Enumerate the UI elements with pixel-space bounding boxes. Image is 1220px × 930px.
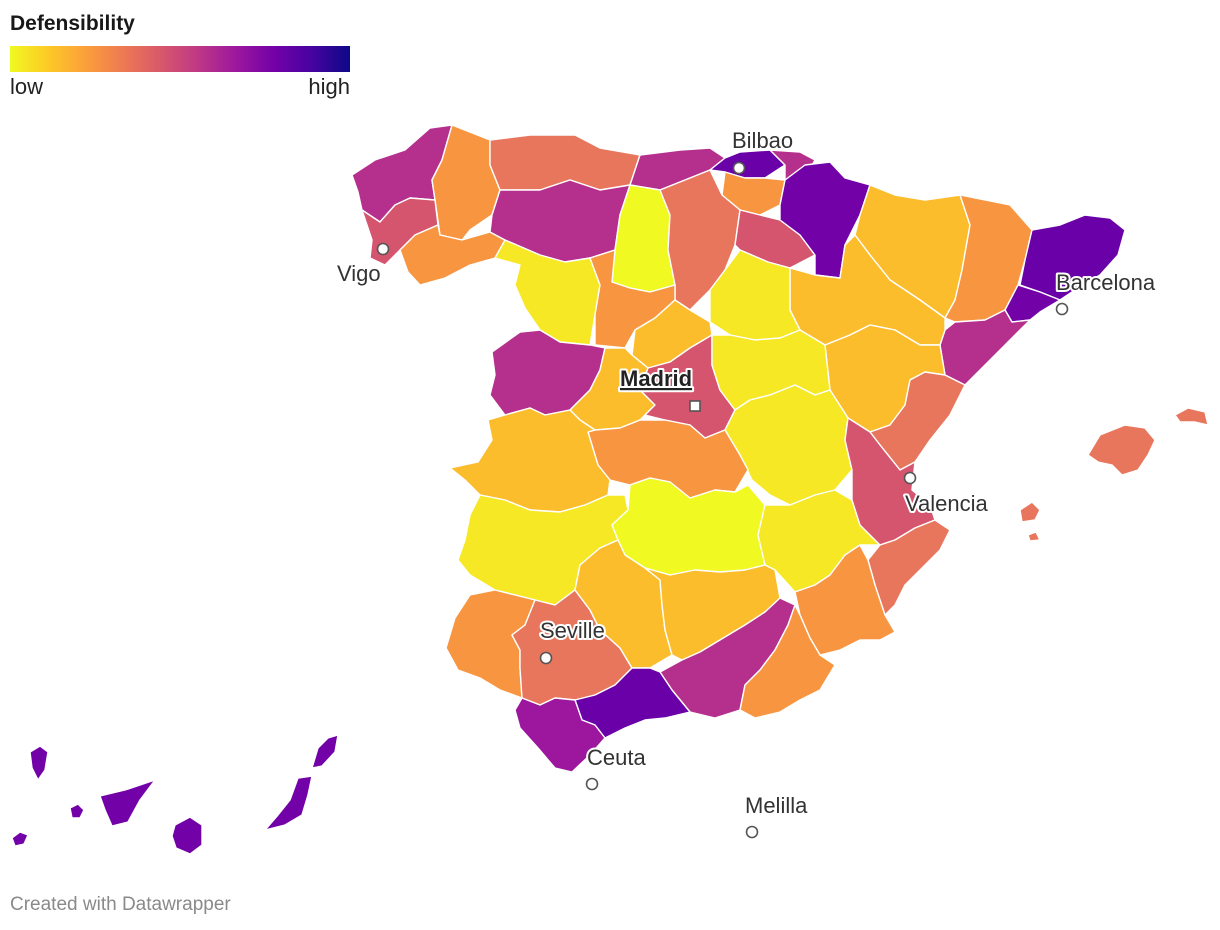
valencia-label: Valencia	[905, 491, 989, 516]
region-la-gomera[interactable]	[69, 803, 85, 819]
seville-marker[interactable]	[539, 651, 553, 665]
barcelona-label: Barcelona	[1056, 270, 1156, 295]
madrid-label: Madrid	[620, 366, 692, 391]
region-mallorca[interactable]	[1087, 424, 1156, 476]
region-el-hierro[interactable]	[11, 831, 29, 847]
datawrapper-credit: Created with Datawrapper	[10, 894, 231, 915]
region-tenerife[interactable]	[99, 779, 156, 827]
region-cadiz[interactable]	[514, 697, 606, 773]
region-lanzarote[interactable]	[311, 734, 339, 769]
region-la-palma[interactable]	[29, 745, 49, 781]
region-gran-canaria[interactable]	[171, 816, 203, 855]
bilbao-marker[interactable]	[732, 161, 746, 175]
barcelona-marker[interactable]	[1055, 302, 1069, 316]
region-caceres[interactable]	[449, 407, 611, 513]
region-almeria[interactable]	[739, 604, 836, 719]
legend-high-label: high	[308, 74, 350, 99]
legend-color-scale	[10, 46, 350, 72]
region-formentera[interactable]	[1027, 531, 1041, 542]
legend-title: Defensibility	[10, 12, 135, 35]
ceuta-label: Ceuta	[587, 745, 646, 770]
legend-low-label: low	[10, 74, 44, 99]
region-la-rioja[interactable]	[734, 209, 816, 269]
legend-labels: low high	[10, 74, 350, 100]
valencia-marker[interactable]	[903, 471, 917, 485]
madrid-marker[interactable]	[689, 400, 701, 412]
region-fuerteventura[interactable]	[264, 775, 313, 831]
vigo-label: Vigo	[337, 261, 381, 286]
seville-label: Seville	[540, 618, 605, 643]
ceuta-marker[interactable]	[585, 777, 599, 791]
region-murcia[interactable]	[794, 544, 896, 656]
vigo-marker[interactable]	[376, 242, 390, 256]
melilla-label: Melilla	[745, 793, 808, 818]
melilla-marker[interactable]	[745, 825, 759, 839]
region-menorca[interactable]	[1174, 407, 1209, 426]
bilbao-label: Bilbao	[732, 128, 793, 153]
region-ibiza[interactable]	[1019, 501, 1041, 523]
legend: Defensibility low high	[10, 10, 350, 100]
